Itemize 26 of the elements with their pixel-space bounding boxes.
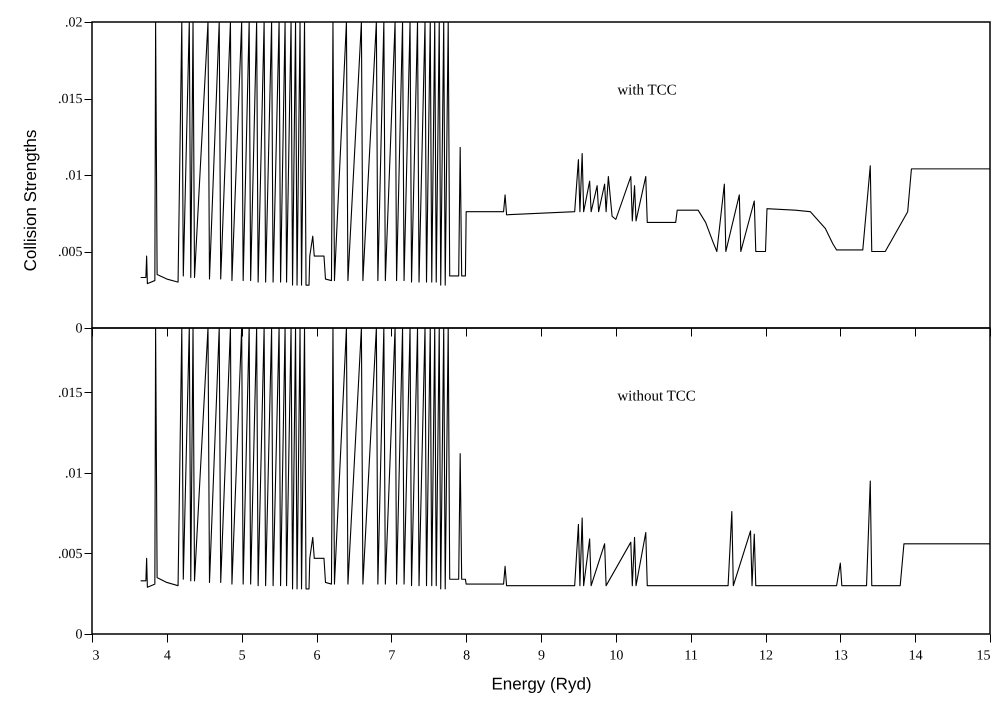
x-tick-label: 4 [164, 648, 171, 664]
y-tick-label: .005 [58, 245, 82, 260]
x-axis-title: Energy (Ryd) [491, 674, 592, 694]
annotation: without TCC [617, 388, 696, 404]
x-tick-label: 7 [388, 648, 396, 664]
x-tick-label: 15 [976, 648, 990, 664]
y-tick-label: .015 [58, 92, 82, 107]
y-tick-label: 0 [76, 322, 82, 336]
x-tick-label: 3 [92, 648, 100, 664]
x-tick-label: 10 [609, 648, 624, 664]
x-tick-label: 6 [314, 648, 320, 664]
annotation: with TCC [617, 82, 677, 98]
y-tick-label: .015 [58, 386, 82, 401]
y-tick-label: 0 [76, 628, 82, 642]
x-tick-label: 8 [463, 648, 470, 664]
x-tick-label: 12 [759, 648, 773, 664]
y-tick-label: .02 [65, 16, 82, 30]
x-tick-label: 11 [684, 648, 698, 664]
x-tick-label: 5 [238, 648, 246, 664]
y-tick-label: .01 [65, 168, 82, 184]
x-tick-label: 9 [538, 648, 545, 664]
y-tick-label: .01 [65, 466, 82, 482]
y-axis-title: Collision Strengths [21, 130, 40, 272]
x-tick-label: 13 [834, 648, 848, 664]
y-tick-label: .005 [58, 546, 82, 562]
x-tick-label: 14 [908, 648, 923, 664]
